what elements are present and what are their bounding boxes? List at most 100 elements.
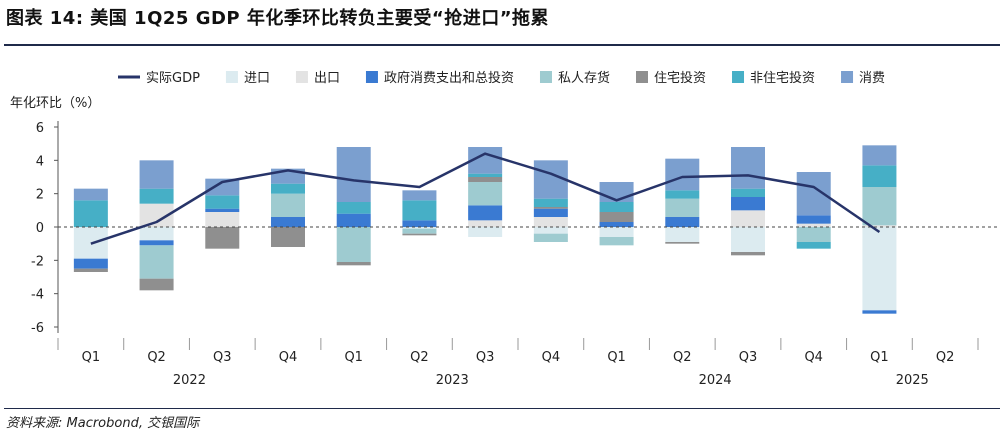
bar-segment	[599, 237, 634, 246]
bar-segment	[533, 217, 568, 227]
year-label: 2022	[173, 373, 206, 388]
bar-segment	[73, 268, 108, 272]
bar-segment	[599, 227, 634, 237]
bar-segment	[862, 227, 897, 311]
plot-area: 6 4 2 0 -2 -4 -6 Q1 Q2 Q3 Q4 Q1 Q2 Q3 Q4 Q1 Q2 Q3 Q4 Q1 Q2 20…	[31, 121, 1000, 388]
legend-swatch	[295, 71, 308, 83]
y-tick-label: -4	[31, 288, 44, 303]
bar-segment	[205, 178, 240, 196]
bar-segment	[731, 210, 765, 227]
bar-segment	[139, 278, 174, 291]
gdp-contribution-chart: 实际GDP 进口 出口 政府消费支出和总投资 私人存货 住宅投资 非住宅投资 消费 年化环比（…	[10, 70, 1000, 388]
x-tick-label: Q4	[279, 350, 298, 365]
bar-segment	[468, 205, 503, 221]
bar-segment	[271, 183, 305, 194]
year-label: 2024	[699, 373, 732, 388]
bar-segment	[862, 187, 897, 226]
bar-segment	[468, 227, 503, 237]
legend-label: 住宅投资	[654, 70, 706, 86]
legend-label: 进口	[244, 71, 270, 86]
bar-segment	[796, 242, 831, 249]
y-tick-label: 6	[36, 121, 44, 136]
legend-swatch	[636, 71, 648, 83]
gdp-line	[90, 152, 881, 245]
bar-segment	[862, 145, 897, 166]
legend-swatch	[539, 71, 552, 83]
bar-segment	[336, 147, 371, 202]
x-tick-label: Q1	[607, 350, 626, 365]
source-note: 资料来源: Macrobond, 交银国际	[6, 416, 200, 431]
bar-segment	[862, 310, 897, 314]
bar-segment	[533, 227, 568, 234]
bar-segment	[599, 212, 634, 222]
x-tick-label: Q1	[344, 350, 363, 365]
legend-swatch	[365, 71, 378, 83]
bar-segment	[731, 252, 765, 256]
bar-segment	[73, 188, 108, 201]
bar-segment	[731, 227, 765, 252]
bar-segment	[731, 147, 765, 189]
x-tick-label: Q3	[476, 350, 495, 365]
bar-segment	[139, 203, 174, 227]
legend-label: 非住宅投资	[750, 70, 815, 86]
figure-title: 图表 14: 美国 1Q25 GDP 年化季环比转负主要受“抢进口”拖累	[6, 8, 550, 29]
bar-segment	[665, 242, 700, 244]
bar-segment	[533, 208, 568, 217]
y-axis-label: 年化环比（%）	[10, 96, 100, 111]
bar-segment	[336, 213, 371, 227]
bar-segment	[402, 220, 437, 227]
bar-segment	[205, 212, 240, 227]
year-label: 2023	[436, 373, 469, 388]
x-tick-label: Q4	[804, 350, 823, 365]
bar-segment	[139, 240, 174, 246]
x-tick-label: Q2	[673, 350, 692, 365]
bar-segment	[139, 227, 174, 241]
bar-segment	[336, 227, 371, 262]
bar-segment	[205, 208, 240, 212]
bar-segment	[796, 215, 831, 224]
bar-segment	[205, 195, 240, 209]
legend-swatch	[732, 71, 745, 83]
x-tick-label: Q2	[936, 350, 955, 365]
bar-segment	[468, 173, 503, 177]
bar-segment	[533, 233, 568, 242]
bar-segment	[862, 165, 897, 187]
bar-segment	[402, 233, 437, 236]
bar-segment	[468, 182, 503, 206]
chart-legend: 实际GDP 进口 出口 政府消费支出和总投资 私人存货 住宅投资 非住宅投资 消费	[118, 70, 885, 86]
bar-segment	[731, 188, 765, 197]
bar-segment	[665, 190, 700, 199]
legend-label: 实际GDP	[146, 71, 200, 86]
legend-label: 出口	[314, 71, 340, 86]
legend-swatch	[225, 71, 238, 83]
bar-segment	[205, 227, 240, 249]
bar-segment	[271, 227, 305, 247]
x-tick-label: Q3	[213, 350, 232, 365]
bar-segment	[336, 262, 371, 266]
bar-segment	[73, 200, 108, 227]
bar-segment	[796, 227, 831, 242]
y-tick-label: -2	[31, 254, 44, 269]
bar-segment	[665, 158, 700, 191]
bar-segment	[468, 177, 503, 182]
x-tick-label: Q2	[410, 350, 429, 365]
bar-segment	[402, 227, 437, 229]
legend-label: 私人存货	[558, 70, 610, 86]
bar-segment	[402, 228, 437, 234]
x-tick-label: Q1	[82, 350, 101, 365]
bar-segment	[665, 227, 700, 242]
footer-divider	[4, 408, 1000, 409]
bar-segment	[665, 198, 700, 217]
legend-swatch	[841, 71, 854, 83]
x-tick-label: Q1	[870, 350, 889, 365]
y-tick-label: 2	[36, 188, 44, 203]
bar-segment	[533, 198, 568, 207]
bar-segment	[665, 217, 700, 227]
x-tick-label: Q3	[739, 350, 758, 365]
x-tick-label: Q4	[542, 350, 561, 365]
bar-segment	[139, 160, 174, 189]
bar-segment	[336, 202, 371, 214]
bar-segment	[139, 188, 174, 204]
legend-label: 消费	[859, 71, 885, 86]
bar-segment	[73, 258, 108, 269]
